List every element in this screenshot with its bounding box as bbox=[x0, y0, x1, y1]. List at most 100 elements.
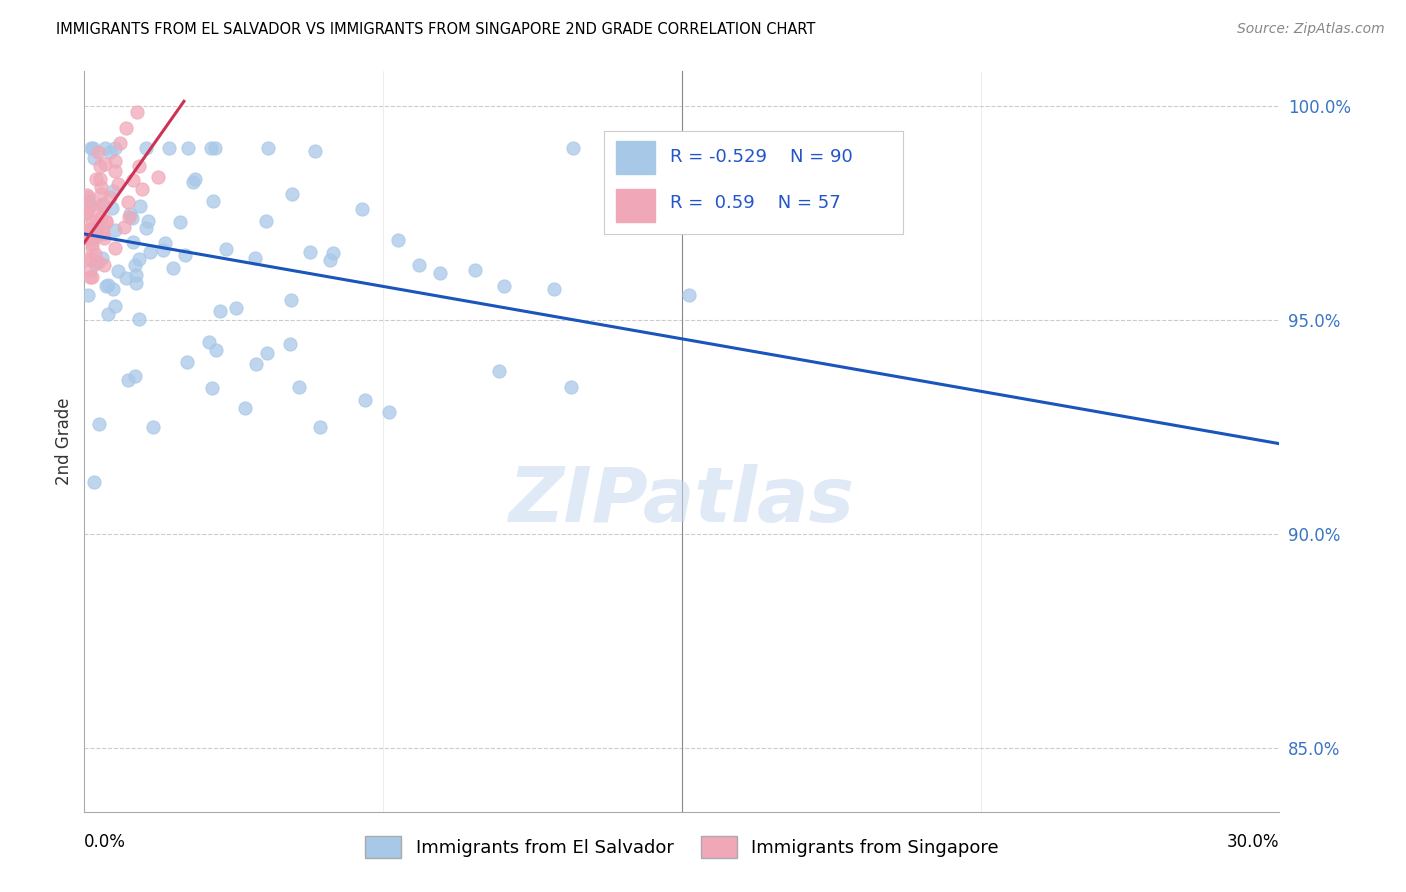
Point bbox=[177, 141, 200, 155]
Point bbox=[278, 336, 301, 351]
Point bbox=[90, 187, 112, 202]
Point bbox=[209, 304, 232, 318]
Point bbox=[77, 200, 100, 214]
Point bbox=[87, 417, 110, 431]
Point bbox=[77, 288, 100, 302]
Point bbox=[233, 401, 256, 416]
Point bbox=[115, 271, 138, 285]
Point bbox=[82, 141, 104, 155]
Point bbox=[200, 141, 222, 155]
Point bbox=[128, 252, 150, 266]
Point bbox=[488, 364, 510, 378]
Text: Source: ZipAtlas.com: Source: ZipAtlas.com bbox=[1237, 22, 1385, 37]
Point bbox=[281, 186, 304, 201]
Point bbox=[77, 190, 100, 204]
Point bbox=[77, 222, 100, 236]
Point bbox=[142, 419, 165, 434]
Point bbox=[174, 248, 197, 262]
Point bbox=[205, 343, 228, 358]
Point bbox=[103, 241, 125, 255]
Point bbox=[94, 215, 117, 229]
Point bbox=[86, 220, 108, 235]
Point bbox=[125, 268, 148, 283]
Point bbox=[678, 288, 700, 302]
Point bbox=[97, 307, 120, 321]
Point bbox=[120, 207, 142, 221]
Point bbox=[101, 282, 124, 296]
Point bbox=[245, 357, 267, 371]
Point bbox=[201, 194, 224, 209]
Point bbox=[104, 154, 127, 169]
Point bbox=[131, 182, 153, 196]
Point bbox=[560, 380, 582, 394]
Point bbox=[135, 141, 157, 155]
Text: ZIPatlas: ZIPatlas bbox=[509, 464, 855, 538]
Text: 30.0%: 30.0% bbox=[1227, 833, 1279, 851]
Point bbox=[464, 263, 486, 277]
Point bbox=[162, 260, 184, 275]
Text: IMMIGRANTS FROM EL SALVADOR VS IMMIGRANTS FROM SINGAPORE 2ND GRADE CORRELATION C: IMMIGRANTS FROM EL SALVADOR VS IMMIGRANT… bbox=[56, 22, 815, 37]
Point bbox=[124, 369, 146, 384]
Point bbox=[136, 214, 159, 228]
Point bbox=[84, 257, 107, 271]
Point bbox=[93, 230, 115, 244]
Point bbox=[108, 136, 131, 150]
Point bbox=[76, 188, 98, 202]
Point bbox=[299, 245, 322, 260]
Point bbox=[93, 258, 115, 272]
Point bbox=[561, 141, 583, 155]
Point bbox=[304, 145, 326, 159]
Point bbox=[87, 145, 110, 159]
Point bbox=[84, 172, 107, 186]
Point bbox=[75, 207, 97, 221]
Point bbox=[100, 145, 122, 160]
Point bbox=[79, 222, 101, 236]
Point bbox=[84, 220, 107, 235]
Point bbox=[157, 141, 180, 155]
Point bbox=[139, 245, 162, 260]
Point bbox=[118, 210, 141, 224]
Point bbox=[80, 241, 103, 255]
Point bbox=[319, 252, 342, 267]
Point bbox=[169, 215, 191, 229]
Point bbox=[83, 475, 105, 490]
Point bbox=[93, 222, 115, 236]
Point bbox=[89, 159, 111, 173]
Point bbox=[183, 172, 205, 186]
Point bbox=[77, 194, 100, 208]
Point bbox=[107, 177, 129, 191]
Point bbox=[86, 213, 108, 227]
Point bbox=[204, 141, 226, 155]
Point bbox=[90, 198, 112, 212]
Point bbox=[176, 355, 198, 369]
Point bbox=[75, 226, 97, 240]
Point bbox=[117, 372, 139, 386]
Point bbox=[82, 214, 104, 228]
Point bbox=[429, 266, 451, 280]
Point bbox=[155, 235, 177, 250]
Point bbox=[75, 224, 97, 238]
Point bbox=[288, 380, 311, 394]
Point bbox=[76, 231, 98, 245]
Point bbox=[79, 262, 101, 277]
Point bbox=[494, 278, 516, 293]
Point bbox=[129, 199, 152, 213]
Point bbox=[91, 196, 114, 211]
Point bbox=[254, 214, 277, 228]
Point bbox=[94, 279, 117, 293]
Point bbox=[215, 243, 238, 257]
Point bbox=[76, 230, 98, 244]
Text: 0.0%: 0.0% bbox=[84, 833, 127, 851]
Point bbox=[127, 104, 149, 119]
Point bbox=[124, 258, 146, 272]
Point bbox=[94, 141, 117, 155]
Point bbox=[152, 244, 174, 258]
Point bbox=[79, 269, 101, 284]
Point bbox=[121, 235, 143, 249]
Point bbox=[322, 246, 344, 260]
Point bbox=[122, 173, 145, 187]
Point bbox=[309, 419, 332, 434]
Point bbox=[104, 223, 127, 237]
Point bbox=[104, 299, 127, 313]
Point bbox=[183, 175, 205, 189]
